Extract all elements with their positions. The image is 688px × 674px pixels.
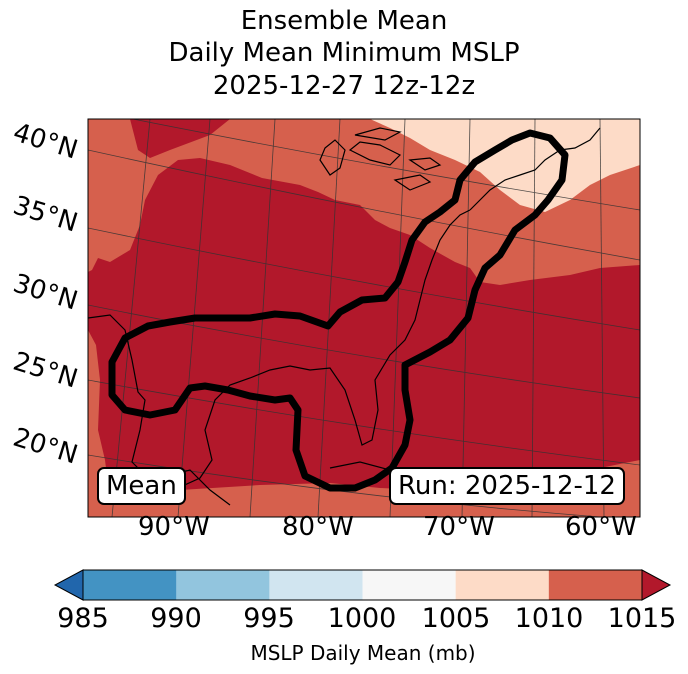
- title-line-3: 2025-12-27 12z-12z: [212, 71, 476, 101]
- lon-label-80w: 80°W: [282, 512, 354, 542]
- colorbar-tick-1015: 1015: [607, 603, 677, 634]
- pressure-fill-1000-1005: [370, 119, 640, 212]
- colorbar-tick-1010: 1010: [514, 603, 584, 634]
- colorbar-segment: [455, 570, 550, 600]
- colorbar-label: MSLP Daily Mean (mb): [250, 641, 476, 665]
- colorbar-segment: [83, 570, 177, 600]
- colorbar-tick-1000: 1000: [327, 603, 397, 634]
- colorbar-frame: [82, 569, 643, 601]
- colorbar-tick-995: 995: [243, 603, 295, 634]
- colorbar-tick-1005: 1005: [421, 603, 491, 634]
- colorbar-extend-low: [53, 569, 84, 601]
- lon-label-70w: 70°W: [423, 512, 495, 542]
- mslp-map: [87, 118, 641, 518]
- mslp-contour: [108, 129, 569, 492]
- colorbar-segment: [362, 570, 457, 600]
- title-line-1: Ensemble Mean: [240, 6, 448, 36]
- mean-label-box: Mean: [97, 467, 186, 505]
- map-frame: [87, 118, 641, 518]
- colorbar-segment: [269, 570, 363, 600]
- title-line-2: Daily Mean Minimum MSLP: [168, 38, 520, 68]
- graticule: [88, 119, 640, 517]
- lon-label-60w: 60°W: [565, 512, 637, 542]
- run-label-box: Run: 2025-12-12: [389, 467, 625, 505]
- colorbar-tick-985: 985: [57, 603, 109, 634]
- colorbar-segment: [176, 570, 270, 600]
- colorbar-extend-high: [641, 569, 672, 601]
- colorbar-segment: [548, 570, 643, 600]
- lon-label-90w: 90°W: [138, 512, 210, 542]
- colorbar-tick-990: 990: [150, 603, 202, 634]
